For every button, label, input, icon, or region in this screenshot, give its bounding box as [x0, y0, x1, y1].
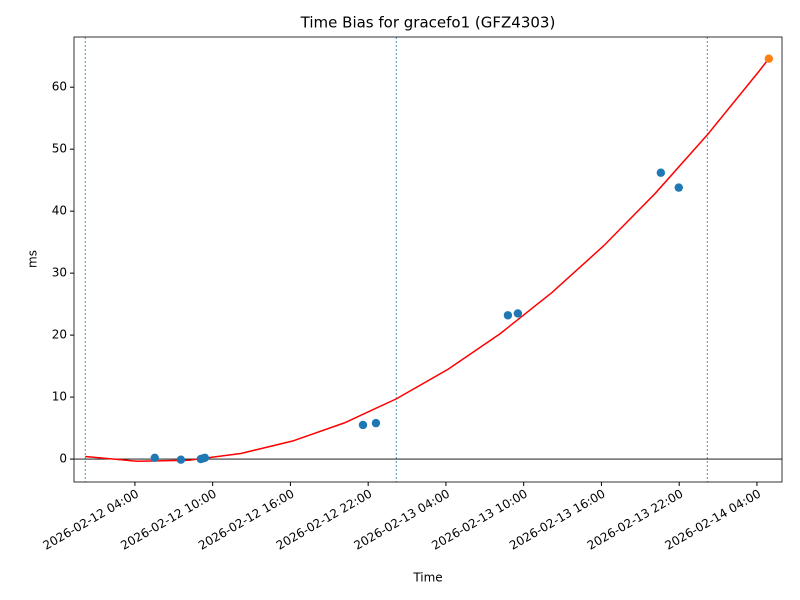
x-axis-label: Time — [412, 571, 442, 585]
point — [656, 168, 666, 177]
point — [513, 309, 523, 318]
y-tick-label: 60 — [52, 80, 67, 94]
point — [176, 455, 186, 464]
fit-line — [85, 58, 770, 462]
y-tick-label: 10 — [52, 390, 67, 404]
y-tick-label: 50 — [52, 142, 67, 156]
point — [358, 420, 368, 430]
y-axis-label: ms — [26, 250, 40, 268]
y-tick-label: 0 — [59, 452, 67, 466]
y-tick-label: 30 — [52, 266, 67, 280]
point — [674, 183, 683, 192]
point — [764, 54, 774, 63]
point — [150, 453, 159, 463]
chart-title: Time Bias for gracefo1 (GFZ4303) — [300, 14, 556, 32]
axes-frame — [73, 36, 783, 483]
y-tick-label: 20 — [52, 328, 67, 342]
point — [371, 418, 381, 428]
y-tick-label: 40 — [52, 204, 67, 218]
point — [503, 311, 513, 320]
point — [200, 453, 210, 463]
